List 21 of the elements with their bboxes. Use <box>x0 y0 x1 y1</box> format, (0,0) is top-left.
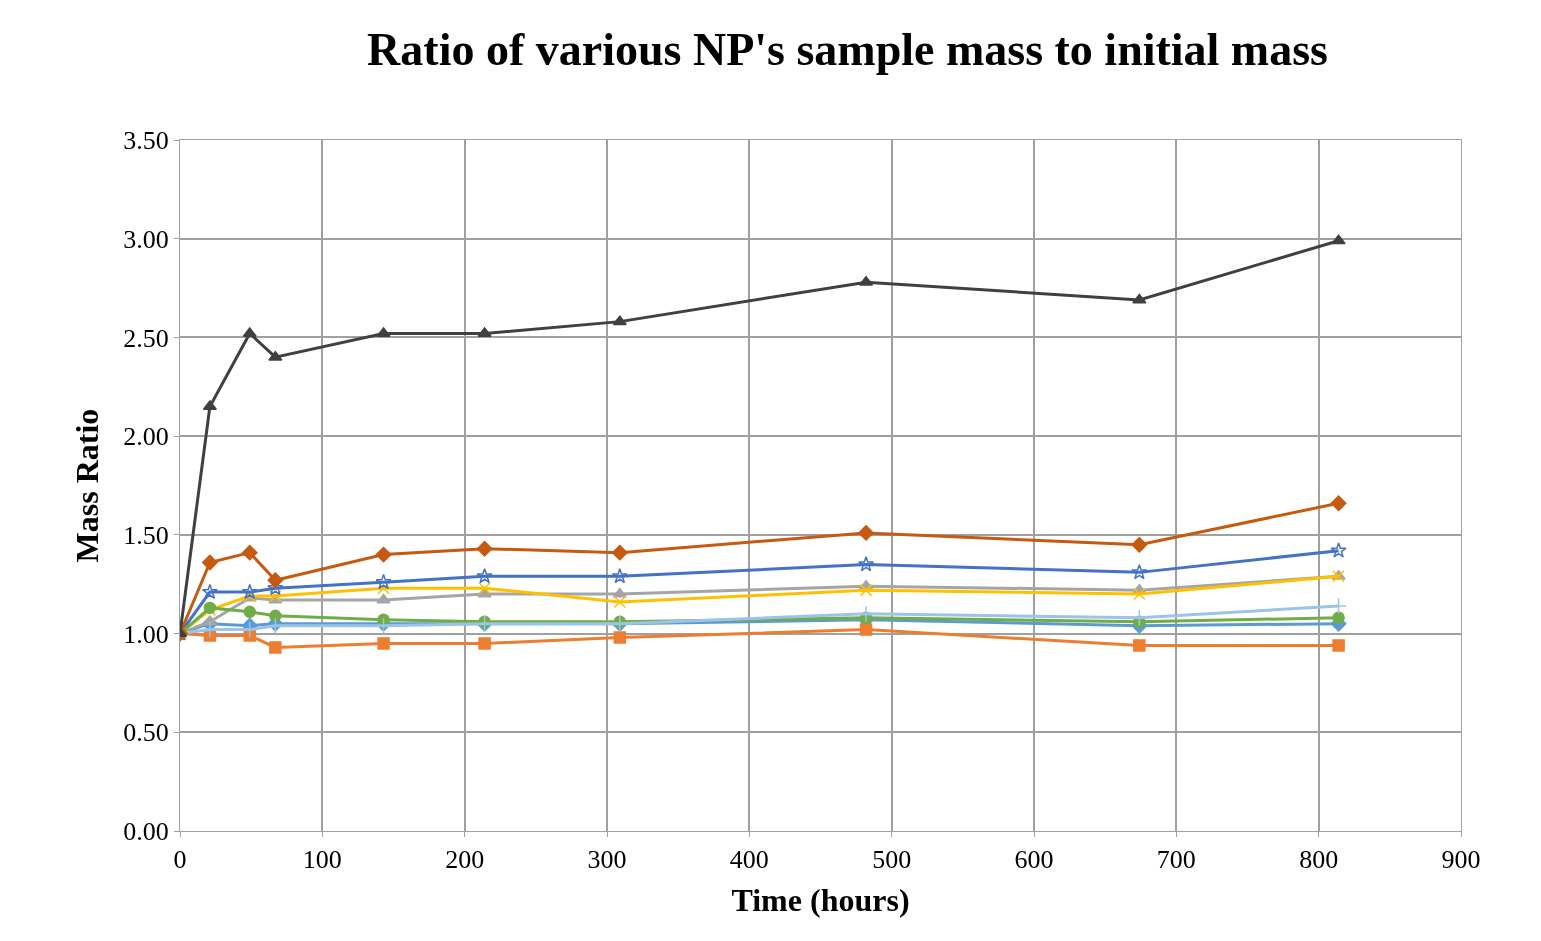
x-tick-label: 600 <box>1014 845 1054 875</box>
x-tick-label: 700 <box>1156 845 1196 875</box>
x-tick-label: 500 <box>872 845 912 875</box>
y-tick-label: 1.50 <box>123 520 169 550</box>
chart-title: Ratio of various NP's sample mass to initial mass <box>367 24 1328 76</box>
y-tick-label: 3.50 <box>123 126 169 156</box>
y-tick-label: 0.00 <box>123 817 169 847</box>
x-tick-label: 900 <box>1441 845 1481 875</box>
x-tick-label: 0 <box>173 845 187 875</box>
y-axis-title: Mass Ratio <box>68 408 105 563</box>
x-axis-title: Time (hours) <box>731 882 910 919</box>
y-tick-label: 2.00 <box>123 422 169 452</box>
y-tick-label: 1.00 <box>123 619 169 649</box>
x-tick-label: 800 <box>1299 845 1339 875</box>
y-tick-label: 0.50 <box>123 718 169 748</box>
x-tick-label: 400 <box>729 845 769 875</box>
x-tick-label: 300 <box>587 845 627 875</box>
y-tick-label: 2.50 <box>123 323 169 353</box>
y-tick-label: 3.00 <box>123 224 169 254</box>
x-tick-label: 200 <box>445 845 485 875</box>
x-tick-label: 100 <box>302 845 342 875</box>
